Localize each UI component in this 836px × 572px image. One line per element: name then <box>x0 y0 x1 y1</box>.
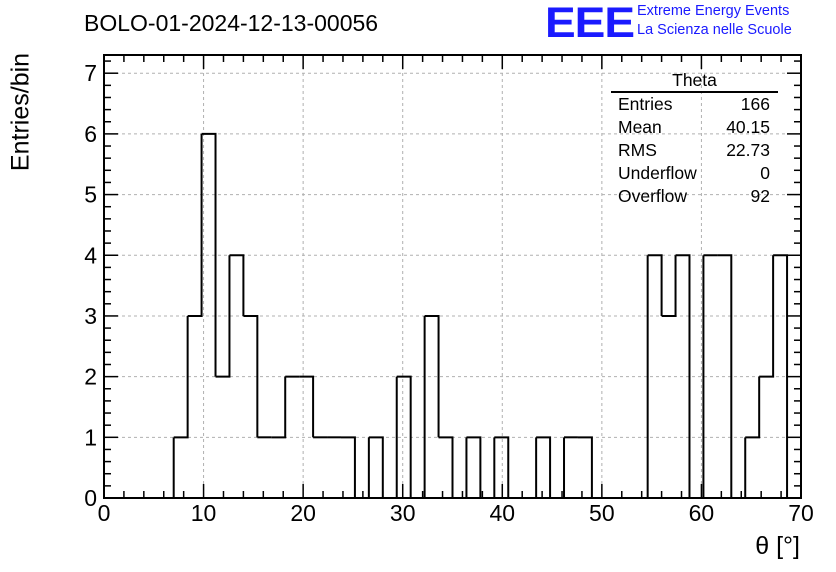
histogram-bin <box>717 254 733 498</box>
stats-row: Overflow 92 <box>608 185 778 208</box>
histogram-bin <box>577 436 593 498</box>
stats-label: RMS <box>618 140 657 160</box>
histogram-bin <box>229 254 245 316</box>
histogram-bin <box>661 255 677 317</box>
eee-logo: EEE <box>545 0 635 47</box>
histogram-bin <box>466 436 482 498</box>
y-tick-label: 2 <box>84 364 97 390</box>
stats-label: Underflow <box>618 163 697 183</box>
histogram-bin <box>480 437 496 499</box>
histogram-bin <box>675 254 691 498</box>
histogram-bin <box>494 436 510 498</box>
histogram-bin <box>522 437 538 499</box>
x-tick-label: 10 <box>191 500 217 526</box>
stats-value: 92 <box>750 186 770 206</box>
histogram-bin <box>215 255 231 378</box>
stats-value: 22.73 <box>726 140 770 160</box>
stats-label: Entries <box>618 94 673 114</box>
logo-line-2: La Scienza nelle Scuole <box>637 22 792 38</box>
x-tick-label: 0 <box>98 500 111 526</box>
histogram-bin <box>187 133 203 317</box>
y-tick-label: 0 <box>84 485 97 511</box>
histogram-bin <box>368 436 384 498</box>
stats-row: Entries 166 <box>608 93 778 116</box>
x-tick-label: 60 <box>689 500 715 526</box>
histogram-bin <box>354 437 370 499</box>
histogram-bin <box>536 436 552 498</box>
plot-frame <box>103 54 802 499</box>
stats-title: Theta <box>611 70 778 93</box>
histogram-bin <box>759 255 775 378</box>
y-tick-label: 3 <box>84 303 97 329</box>
histogram-bin <box>396 375 412 498</box>
stats-value: 166 <box>740 94 770 114</box>
y-axis-label: Entries/bin <box>6 52 35 172</box>
y-tick-label: 1 <box>84 424 97 450</box>
stats-label: Mean <box>618 117 662 137</box>
histogram-bin <box>550 437 566 499</box>
stats-value: 40.15 <box>726 117 770 137</box>
histogram-bin <box>299 375 315 438</box>
run-title: BOLO-01-2024-12-13-00056 <box>84 10 379 36</box>
y-tick-label: 6 <box>84 121 97 147</box>
stats-value: 0 <box>760 163 770 183</box>
x-tick-label: 70 <box>788 500 814 526</box>
stats-box: Theta Entries 166 Mean 40.15 RMS 22.73 U… <box>608 70 778 208</box>
logo-subtitle: Extreme Energy Events La Scienza nelle S… <box>637 2 792 40</box>
stats-row: Underflow 0 <box>608 162 778 185</box>
stats-label: Overflow <box>618 186 688 206</box>
y-tick-label: 5 <box>84 182 97 208</box>
y-tick-label: 7 <box>84 60 97 86</box>
histogram-bin <box>201 132 217 377</box>
x-tick-label: 50 <box>589 500 615 526</box>
histogram-bin <box>745 376 761 439</box>
histogram-bin <box>731 437 747 499</box>
x-axis-label: θ [°] <box>755 532 800 560</box>
histogram-bin <box>647 254 663 316</box>
stats-row: RMS 22.73 <box>608 139 778 162</box>
histogram-bin <box>438 436 454 498</box>
histogram-bin <box>173 315 189 439</box>
x-tick-label: 40 <box>489 500 515 526</box>
histogram-bin <box>159 437 175 499</box>
logo-line-1: Extreme Energy Events <box>637 3 790 19</box>
histogram-bin <box>340 436 356 498</box>
histogram-bin <box>410 315 426 499</box>
histogram-bin <box>424 314 440 438</box>
x-tick-label: 30 <box>390 500 416 526</box>
x-tick-label: 20 <box>290 500 316 526</box>
stats-row: Mean 40.15 <box>608 116 778 139</box>
histogram-bin <box>243 314 259 438</box>
histogram-bin <box>452 437 468 499</box>
y-tick-label: 4 <box>84 242 97 268</box>
histogram-bin <box>271 376 287 439</box>
